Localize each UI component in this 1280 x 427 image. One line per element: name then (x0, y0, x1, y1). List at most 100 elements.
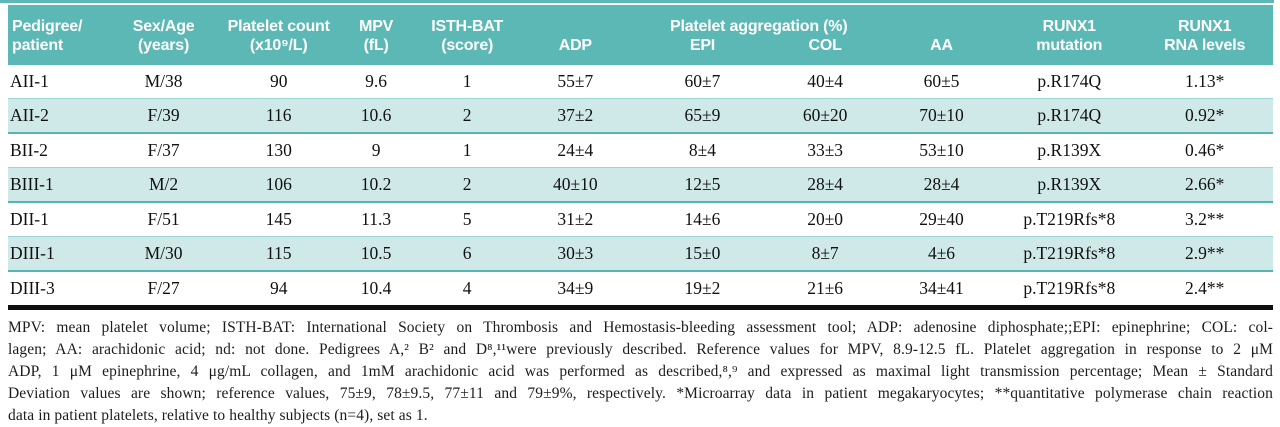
table-cell: 6 (419, 236, 516, 272)
footnote-line: data in patient platelets, relative to h… (8, 407, 428, 424)
table-cell: p.T219Rfs*8 (1002, 236, 1137, 272)
table-cell: 1.13* (1136, 65, 1273, 99)
table-cell: 12±5 (635, 167, 770, 203)
table-cell: p.R139X (1002, 167, 1137, 203)
subheader-col: COL (769, 36, 881, 65)
table-cell: 90 (224, 65, 334, 99)
table-cell: AII-1 (8, 65, 103, 99)
header-mpv: MPV (333, 5, 420, 36)
table-cell: 4±6 (880, 236, 1003, 272)
table-cell: 28±4 (880, 167, 1003, 203)
table-cell: 2.9** (1136, 236, 1273, 272)
table-cell: 60±5 (880, 65, 1003, 99)
header-row-1: Pedigree/ Sex/Age Platelet count MPV IST… (8, 5, 1273, 36)
table-cell: 53±10 (880, 133, 1003, 168)
footnote: MPV: mean platelet volume; ISTH-BAT: Int… (8, 310, 1273, 427)
table-cell: 145 (224, 202, 334, 237)
table-cell: 34±9 (515, 271, 636, 308)
table-cell: BII-2 (8, 133, 103, 168)
table-cell: DII-1 (8, 202, 103, 237)
table-header: Pedigree/ Sex/Age Platelet count MPV IST… (8, 5, 1273, 65)
table-cell: 11.3 (333, 202, 420, 237)
footnote-line: MPV: mean platelet volume; ISTH-BAT: Int… (8, 319, 1273, 336)
table-cell: 14±6 (635, 202, 770, 237)
table-body: AII-1 M/38 90 9.6 1 55±7 60±7 40±4 60±5 p.R174Q 1.… (8, 65, 1273, 308)
table-row: BII-2 F/37 130 9 1 24±4 8±4 33±3 53±10 p.R139X 0.4… (8, 133, 1273, 168)
subheader-aa: AA (880, 36, 1003, 65)
table-cell: 20±0 (769, 202, 881, 237)
subheader-adp: ADP (515, 36, 636, 65)
table-cell: F/37 (102, 133, 225, 168)
table-row: DII-1 F/51 145 11.3 5 31±2 14±6 20±0 29±40 p.T219… (8, 202, 1273, 237)
table-cell: 40±4 (769, 65, 881, 99)
table-cell: DIII-3 (8, 271, 103, 308)
header-isth-bat: ISTH-BAT (419, 5, 516, 36)
table-cell: M/30 (102, 236, 225, 272)
subheader-fl: (fL) (333, 36, 420, 65)
table-cell: 34±41 (880, 271, 1003, 308)
table-cell: M/38 (102, 65, 225, 99)
footnote-line: Deviation values are shown; reference va… (8, 385, 1273, 402)
table-cell: p.R139X (1002, 133, 1137, 168)
table-cell: 29±40 (880, 202, 1003, 237)
header-platelet-count: Platelet count (224, 5, 334, 36)
subheader-years: (years) (102, 36, 225, 65)
patient-data-table: Pedigree/ Sex/Age Platelet count MPV IST… (8, 5, 1273, 310)
table-cell: 19±2 (635, 271, 770, 308)
table-cell: 10.2 (333, 167, 420, 203)
table-cell: 8±4 (635, 133, 770, 168)
table-cell: 55±7 (515, 65, 636, 99)
table-cell: M/2 (102, 167, 225, 203)
table-cell: 33±3 (769, 133, 881, 168)
header-platelet-aggregation: Platelet aggregation (%) (515, 5, 1003, 36)
table-row: AII-1 M/38 90 9.6 1 55±7 60±7 40±4 60±5 p.R174Q 1.… (8, 65, 1273, 99)
table-row: DIII-3 F/27 94 10.4 4 34±9 19±2 21±6 34±41 p.T219… (8, 271, 1273, 308)
table-cell: AII-2 (8, 98, 103, 134)
table-cell: 70±10 (880, 98, 1003, 134)
subheader-platelet-units: (x10⁹/L) (224, 36, 334, 65)
table-cell: 10.4 (333, 271, 420, 308)
subheader-score: (score) (419, 36, 516, 65)
table-cell: 37±2 (515, 98, 636, 134)
table-cell: F/39 (102, 98, 225, 134)
table-cell: 1 (419, 65, 516, 99)
table-cell: 1 (419, 133, 516, 168)
subheader-rna-levels: RNA levels (1136, 36, 1273, 65)
table-cell: 24±4 (515, 133, 636, 168)
table-row: DIII-1 M/30 115 10.5 6 30±3 15±0 8±7 4±6 p.T219Rf… (8, 236, 1273, 272)
table-cell: p.R174Q (1002, 65, 1137, 99)
table-cell: 130 (224, 133, 334, 168)
table-row: BIII-1 M/2 106 10.2 2 40±10 12±5 28±4 28±4 p.R139… (8, 167, 1273, 203)
table-cell: 94 (224, 271, 334, 308)
subheader-epi: EPI (635, 36, 770, 65)
table-cell: 31±2 (515, 202, 636, 237)
table-cell: 40±10 (515, 167, 636, 203)
table-cell: 4 (419, 271, 516, 308)
top-border-strip (0, 0, 1274, 3)
table-cell: 10.6 (333, 98, 420, 134)
footnote-line: ADP, 1 μM epinephrine, 4 μg/mL collagen,… (8, 363, 1273, 380)
table-cell: 0.92* (1136, 98, 1273, 134)
table-cell: 2.66* (1136, 167, 1273, 203)
table-cell: 10.5 (333, 236, 420, 272)
table-cell: 15±0 (635, 236, 770, 272)
table-cell: 106 (224, 167, 334, 203)
table-cell: BIII-1 (8, 167, 103, 203)
table-cell: 2 (419, 98, 516, 134)
table-cell: 8±7 (769, 236, 881, 272)
table-cell: 116 (224, 98, 334, 134)
table-cell: 2.4** (1136, 271, 1273, 308)
table-cell: p.T219Rfs*8 (1002, 202, 1137, 237)
table-cell: 9.6 (333, 65, 420, 99)
header-runx1-rna-levels: RUNX1 (1136, 5, 1273, 36)
table-cell: 9 (333, 133, 420, 168)
table-cell: 3.2** (1136, 202, 1273, 237)
table-cell: F/51 (102, 202, 225, 237)
footnote-line: lagen; AA: arachidonic acid; nd: not don… (8, 341, 1273, 358)
table-cell: F/27 (102, 271, 225, 308)
subheader-mutation: mutation (1002, 36, 1137, 65)
table-cell: p.T219Rfs*8 (1002, 271, 1137, 308)
table-cell: DIII-1 (8, 236, 103, 272)
table-cell: 65±9 (635, 98, 770, 134)
